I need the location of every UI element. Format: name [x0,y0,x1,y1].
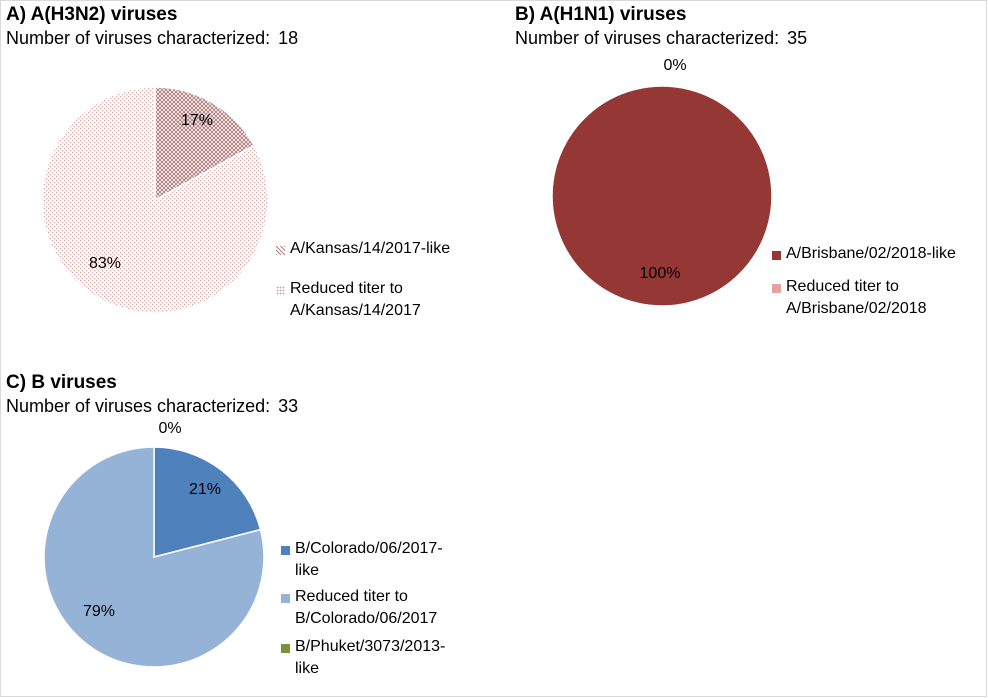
count-value: 33 [278,396,299,416]
legend-label: A/Brisbane/02/2018-like [786,245,956,262]
pie-slice [153,446,262,558]
slice-value-label: 100% [640,265,681,282]
slice-value-label: 21% [189,481,221,498]
legend-swatch [772,284,781,293]
count-line: Number of viruses characterized: 18 [6,28,298,49]
count-line: Number of viruses characterized: 35 [515,28,807,49]
pie-slice [41,86,269,314]
slice-value-label: 0% [663,57,686,74]
count-value: 18 [278,28,299,48]
legend-swatch [281,594,290,603]
slice-value-label: 0% [158,420,181,437]
legend-label: B/Phuket/3073/2013- like [295,638,446,677]
pie-slice [154,86,256,202]
legend-swatch [772,251,781,260]
legend-swatch [281,644,290,653]
legend-label: Reduced titer to B/Colorado/06/2017 [295,588,438,627]
count-label: Number of viruses characterized: [515,28,780,48]
count-value: 35 [787,28,808,48]
count-line: Number of viruses characterized: 33 [6,396,298,417]
legend-swatch [276,286,285,295]
panel-title: A) A(H3N2) viruses [6,4,178,25]
pie-slice [551,85,773,307]
count-label: Number of viruses characterized: [6,28,271,48]
legend-label: B/Colorado/06/2017- like [295,540,443,579]
pie-slice [43,446,265,668]
slice-value-label: 83% [89,255,121,272]
legend-label: Reduced titer to A/Kansas/14/2017 [290,280,421,319]
count-label: Number of viruses characterized: [6,396,271,416]
legend-swatch [276,246,285,255]
legend-label: A/Kansas/14/2017-like [290,240,451,257]
slice-value-label: 17% [181,112,213,129]
legend-swatch [281,546,290,555]
panel-title: C) B viruses [6,372,117,393]
panel-title: B) A(H1N1) viruses [515,4,687,25]
legend-label: Reduced titer to A/Brisbane/02/2018 [786,278,927,317]
slice-value-label: 79% [83,603,115,620]
